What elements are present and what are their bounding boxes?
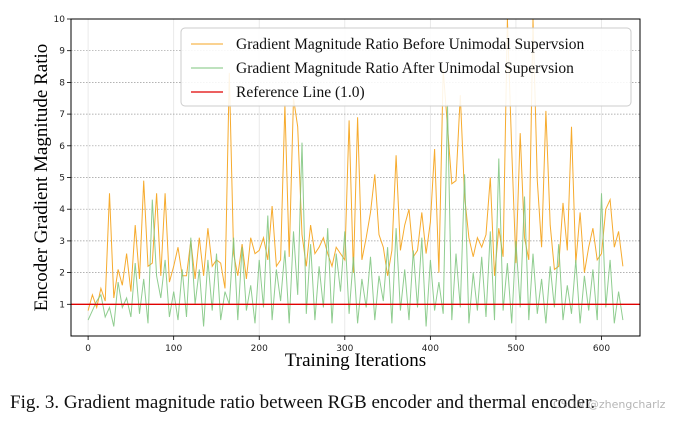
figure-caption: Fig. 3. Gradient magnitude ratio between…	[10, 392, 596, 413]
y-tick-label: 10	[54, 15, 66, 25]
y-tick-label: 3	[59, 237, 65, 247]
chart: 0 100 200 300 400 500 600 1 2 3 4 5 6 7 8 9 10 Training …	[31, 15, 641, 371]
y-tick-label: 6	[59, 142, 65, 152]
x-tick-label: 600	[593, 344, 610, 354]
y-tick-label: 7	[59, 110, 65, 120]
x-tick-label: 100	[165, 344, 182, 354]
x-tick-label: 300	[336, 344, 353, 354]
y-axis-label: Encoder Gradient Magnitude Ratio	[31, 44, 52, 312]
axis-ticks: 0 100 200 300 400 500 600 1 2 3 4 5 6 7 8 9 10	[54, 15, 611, 354]
x-axis-label: Training Iterations	[285, 350, 426, 371]
x-tick-label: 200	[251, 344, 268, 354]
y-tick-label: 5	[59, 174, 65, 184]
x-tick-label: 0	[85, 344, 91, 354]
watermark: CSDN @zhengcharlz	[553, 398, 666, 411]
y-tick-label: 2	[59, 269, 65, 279]
x-tick-label: 500	[507, 344, 524, 354]
y-tick-label: 4	[59, 205, 65, 215]
legend: Gradient Magnitude Ratio Before Unimodal…	[180, 27, 632, 107]
series-line-1	[87, 104, 624, 327]
legend-label: Gradient Magnitude Ratio After Unimodal …	[236, 60, 574, 77]
legend-box	[180, 27, 632, 107]
legend-label: Reference Line (1.0)	[236, 84, 365, 101]
legend-label: Gradient Magnitude Ratio Before Unimodal…	[236, 36, 585, 53]
y-tick-label: 1	[59, 300, 65, 310]
y-tick-label: 9	[59, 47, 65, 57]
y-tick-label: 8	[59, 78, 65, 88]
x-tick-label: 400	[422, 344, 439, 354]
